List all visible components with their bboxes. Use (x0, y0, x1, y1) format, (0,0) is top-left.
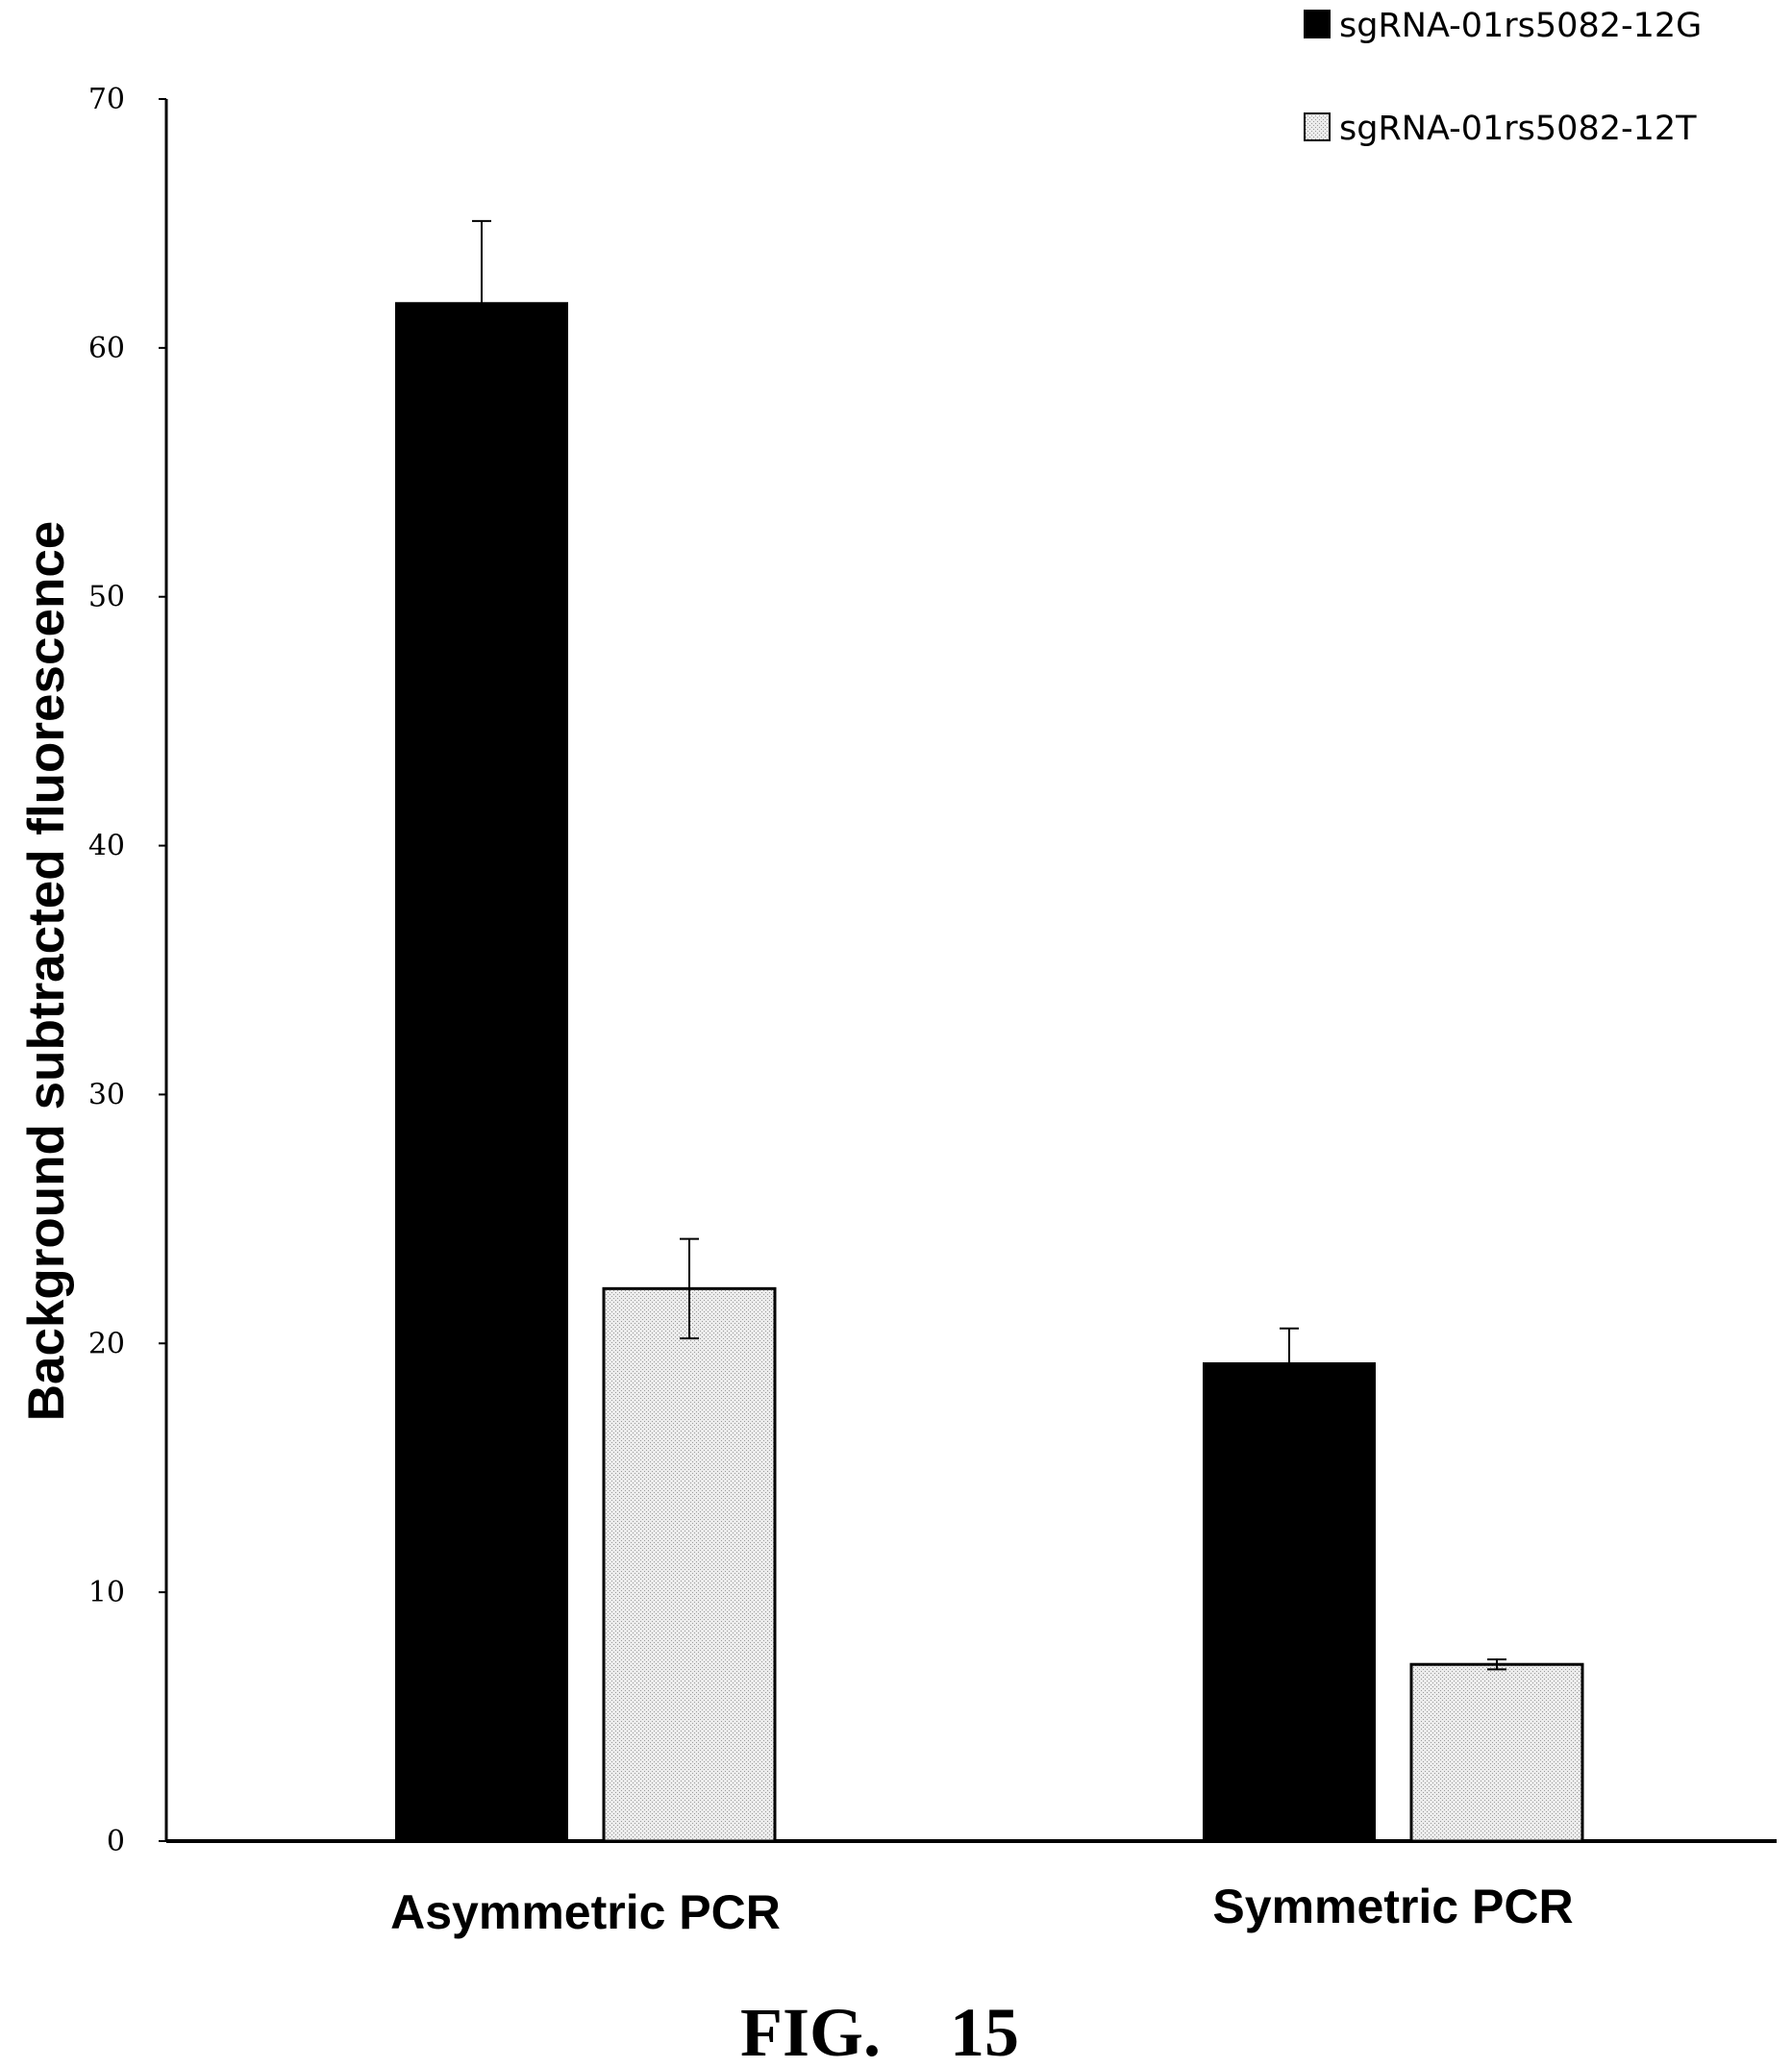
legend-label: sgRNA-01rs5082-12T (1339, 110, 1697, 148)
x-category-label: Asymmetric PCR (390, 1885, 781, 1939)
legend: sgRNA-01rs5082-12G sgRNA-01rs5082-12T (1304, 7, 1702, 148)
bar-12t-asymmetric (602, 1286, 777, 1843)
error-bar (1280, 1327, 1299, 1400)
y-tick-label: 0 (107, 1825, 125, 1858)
bar-12t-symmetric (1409, 1662, 1584, 1843)
legend-swatch (1304, 10, 1331, 38)
legend-item: sgRNA-01rs5082-12G (1304, 7, 1702, 45)
category-labels: Asymmetric PCR Symmetric PCR (390, 1880, 1573, 1939)
legend-item: sgRNA-01rs5082-12T (1304, 110, 1697, 148)
y-axis-title: Background subtracted fluorescence (18, 521, 75, 1422)
y-tick-label: 10 (88, 1576, 125, 1609)
legend-label: sgRNA-01rs5082-12G (1339, 7, 1702, 45)
y-tick-label: 20 (88, 1327, 125, 1360)
y-tick-label: 60 (88, 332, 125, 365)
bar-12g-asymmetric (395, 302, 568, 1843)
y-axis: 0 10 20 30 40 50 60 70 (88, 83, 168, 1858)
error-bar (1487, 1658, 1506, 1671)
y-tick-label: 40 (88, 830, 125, 863)
error-bars (472, 219, 1506, 1671)
y-tick-label: 30 (88, 1078, 125, 1111)
legend-swatch (1304, 112, 1331, 141)
figure-caption: FIG. 15 (740, 1994, 1019, 2068)
bar-12g-symmetric (1203, 1361, 1376, 1842)
y-tick-label: 50 (88, 581, 125, 614)
bars (395, 302, 1584, 1843)
y-tick-label: 70 (88, 83, 125, 116)
error-bar (472, 219, 491, 386)
error-bar (680, 1237, 699, 1340)
x-category-label: Symmetric PCR (1212, 1880, 1573, 1933)
